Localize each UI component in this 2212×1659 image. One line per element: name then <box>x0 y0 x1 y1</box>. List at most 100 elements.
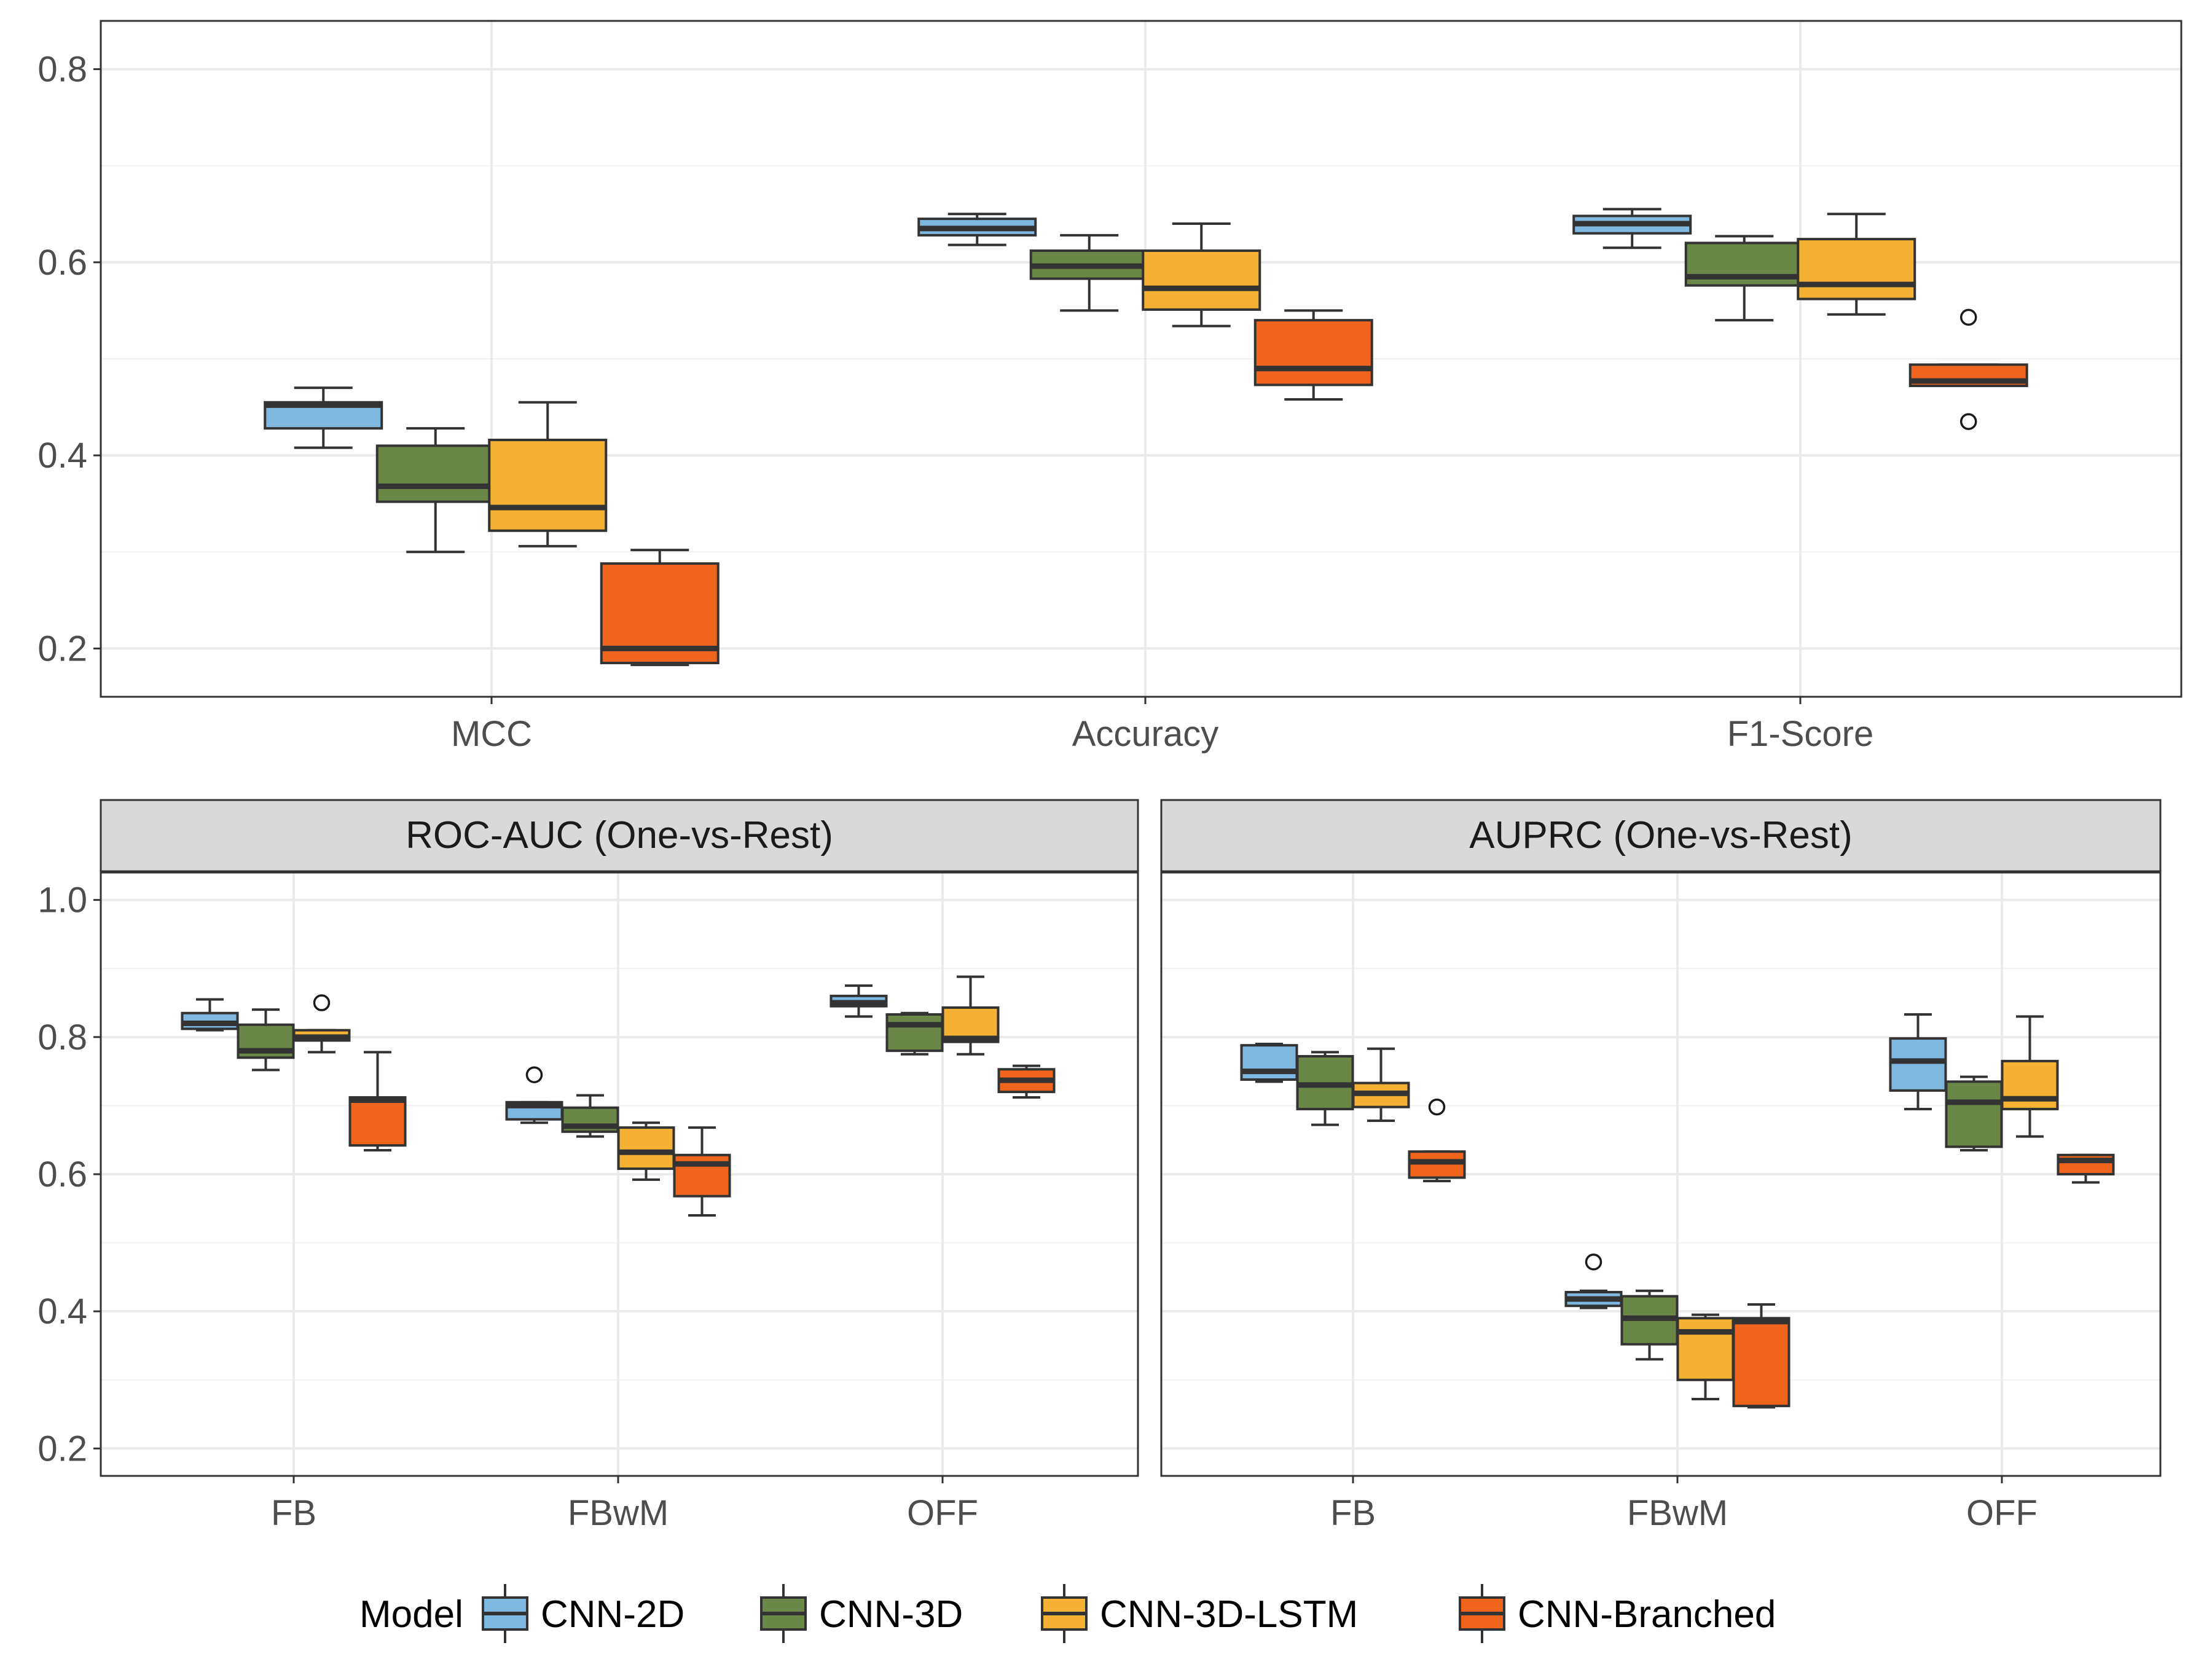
x-tick-label: F1-Score <box>1727 714 1874 754</box>
panel-metrics-y-axis: 0.2 0.4 0.6 0.8 <box>37 50 101 669</box>
box-iqr <box>2001 1059 2059 1110</box>
panel-metrics-boxes <box>264 208 2028 667</box>
legend-label: CNN-2D <box>541 1593 684 1636</box>
outlier-point <box>1960 413 1977 430</box>
legend-item-cnn-2d: CNN-2D <box>482 1584 684 1643</box>
x-tick-label: MCC <box>451 714 532 754</box>
box-cnn-branched-fb <box>1408 1098 1466 1183</box>
panel-roc-auc-boxes <box>181 975 1056 1217</box>
box-iqr <box>885 1013 944 1053</box>
panel-metrics-frame <box>100 20 2183 698</box>
legend-label: CNN-3D <box>819 1593 963 1636</box>
box-cnn-branched-fbwm <box>1732 1303 1790 1409</box>
roc-auc-strip <box>100 799 1139 873</box>
box-cnn-3d-mcc <box>375 427 495 554</box>
y-tick-label: 0.2 <box>37 629 87 669</box>
panel-auprc-frame <box>1160 871 2162 1477</box>
panel-roc-auc-y-axis: 0.2 0.4 0.6 0.8 1.0 <box>37 880 101 1469</box>
legend: Model CNN-2D CNN-3D CNN-3D-LSTM CNN-Branche… <box>359 1584 1776 1643</box>
box-cnn-3d-lstm-accuracy <box>1142 222 1261 327</box>
box-cnn-3d-f1-score <box>1684 235 1804 322</box>
legend-items: CNN-2D CNN-3D CNN-3D-LSTM CNN-Branched <box>482 1584 1776 1643</box>
outlier-point <box>313 994 331 1011</box>
panel-auprc-boxes <box>1240 1013 2115 1409</box>
box-cnn-2d-fb <box>181 998 239 1032</box>
box-cnn-3d-accuracy <box>1029 233 1149 312</box>
box-cnn-2d-mcc <box>264 386 383 449</box>
y-tick-label: 0.4 <box>37 436 87 476</box>
y-tick-label: 0.4 <box>37 1292 87 1332</box>
legend-item-cnn-3d: CNN-3D <box>760 1584 963 1643</box>
box-cnn-2d-f1-score <box>1572 208 1692 249</box>
box-cnn-branched-off <box>2057 1153 2115 1184</box>
box-cnn-3d-off <box>1945 1075 2003 1151</box>
box-iqr <box>1240 1044 1298 1081</box>
box-cnn-3d-lstm-off <box>941 975 1000 1056</box>
legend-item-cnn-3d-lstm: CNN-3D-LSTM <box>1041 1584 1358 1643</box>
panel-auprc: AUPRC (One-vs-Rest) FB FBwM OFF <box>1160 799 2162 1533</box>
panel-metrics-x-axis: MCC Accuracy F1-Score <box>451 697 1873 754</box>
box-iqr <box>1676 1317 1735 1381</box>
box-cnn-3d-lstm-mcc <box>488 401 608 547</box>
box-cnn-branched-off <box>997 1064 1056 1099</box>
x-tick-label: FBwM <box>568 1493 669 1533</box>
box-cnn-branched-fb <box>348 1051 407 1151</box>
auprc-strip-label: AUPRC (One-vs-Rest) <box>1469 814 1853 857</box>
panel-roc-auc-grid <box>101 873 1138 1476</box>
box-cnn-branched-fbwm <box>673 1126 731 1217</box>
box-cnn-branched-f1-score <box>1908 308 2028 430</box>
box-iqr <box>617 1126 675 1171</box>
box-cnn-2d-off <box>830 984 888 1018</box>
outlier-point <box>1960 308 1977 326</box>
panel-metrics: 0.2 0.4 0.6 0.8 MCC Accuracy F1-Score <box>37 20 2183 754</box>
x-tick-label: OFF <box>907 1493 978 1533</box>
box-cnn-3d-fb <box>237 1008 295 1072</box>
outlier-point <box>1428 1098 1446 1116</box>
box-cnn-branched-mcc <box>600 549 720 667</box>
box-cnn-3d-lstm-f1-score <box>1797 213 1916 316</box>
box-cnn-3d-lstm-fbwm <box>617 1121 675 1181</box>
box-iqr <box>1797 238 1916 300</box>
box-cnn-3d-off <box>885 1011 944 1056</box>
x-tick-label: FBwM <box>1627 1493 1728 1533</box>
roc-auc-strip-label: ROC-AUC (One-vs-Rest) <box>406 814 833 857</box>
box-cnn-branched-accuracy <box>1253 309 1373 401</box>
box-iqr <box>1142 249 1261 311</box>
box-iqr <box>1253 319 1373 386</box>
box-cnn-3d-lstm-fb <box>1352 1047 1410 1122</box>
box-iqr <box>1732 1317 1790 1408</box>
legend-item-cnn-branched: CNN-Branched <box>1459 1584 1776 1643</box>
y-tick-label: 0.8 <box>37 50 87 90</box>
x-tick-label: OFF <box>1966 1493 2037 1533</box>
outlier-point <box>1585 1253 1602 1271</box>
x-tick-label: FB <box>271 1493 316 1533</box>
box-cnn-3d-lstm-fbwm <box>1676 1313 1735 1401</box>
panel-roc-auc-x-axis: FB FBwM OFF <box>271 1476 978 1533</box>
box-iqr <box>348 1096 407 1147</box>
box-cnn-2d-fb <box>1240 1042 1298 1083</box>
panel-auprc-x-axis: FB FBwM OFF <box>1330 1476 2037 1533</box>
y-tick-label: 0.6 <box>37 243 87 283</box>
box-cnn-3d-fbwm <box>561 1094 619 1138</box>
y-tick-label: 1.0 <box>37 880 87 920</box>
panel-roc-auc: ROC-AUC (One-vs-Rest) 0.2 0.4 0.6 0.8 1.0 FB… <box>37 799 1139 1533</box>
y-tick-label: 0.6 <box>37 1155 87 1194</box>
x-tick-label: Accuracy <box>1072 714 1219 754</box>
box-cnn-2d-off <box>1889 1013 1947 1110</box>
legend-title: Model <box>359 1593 463 1636</box>
box-iqr <box>375 444 495 503</box>
auprc-strip <box>1160 799 2162 873</box>
box-iqr <box>1945 1080 2003 1148</box>
box-cnn-3d-lstm-fb <box>292 994 351 1054</box>
box-iqr <box>1889 1037 1947 1092</box>
y-tick-label: 0.8 <box>37 1018 87 1057</box>
x-tick-label: FB <box>1330 1493 1376 1533</box>
box-cnn-2d-accuracy <box>917 213 1037 246</box>
box-cnn-3d-lstm-off <box>2001 1015 2059 1138</box>
legend-label: CNN-Branched <box>1518 1593 1776 1636</box>
legend-label: CNN-3D-LSTM <box>1100 1593 1358 1636</box>
outlier-point <box>525 1066 543 1083</box>
y-tick-label: 0.2 <box>37 1429 87 1469</box>
box-iqr <box>488 439 608 532</box>
